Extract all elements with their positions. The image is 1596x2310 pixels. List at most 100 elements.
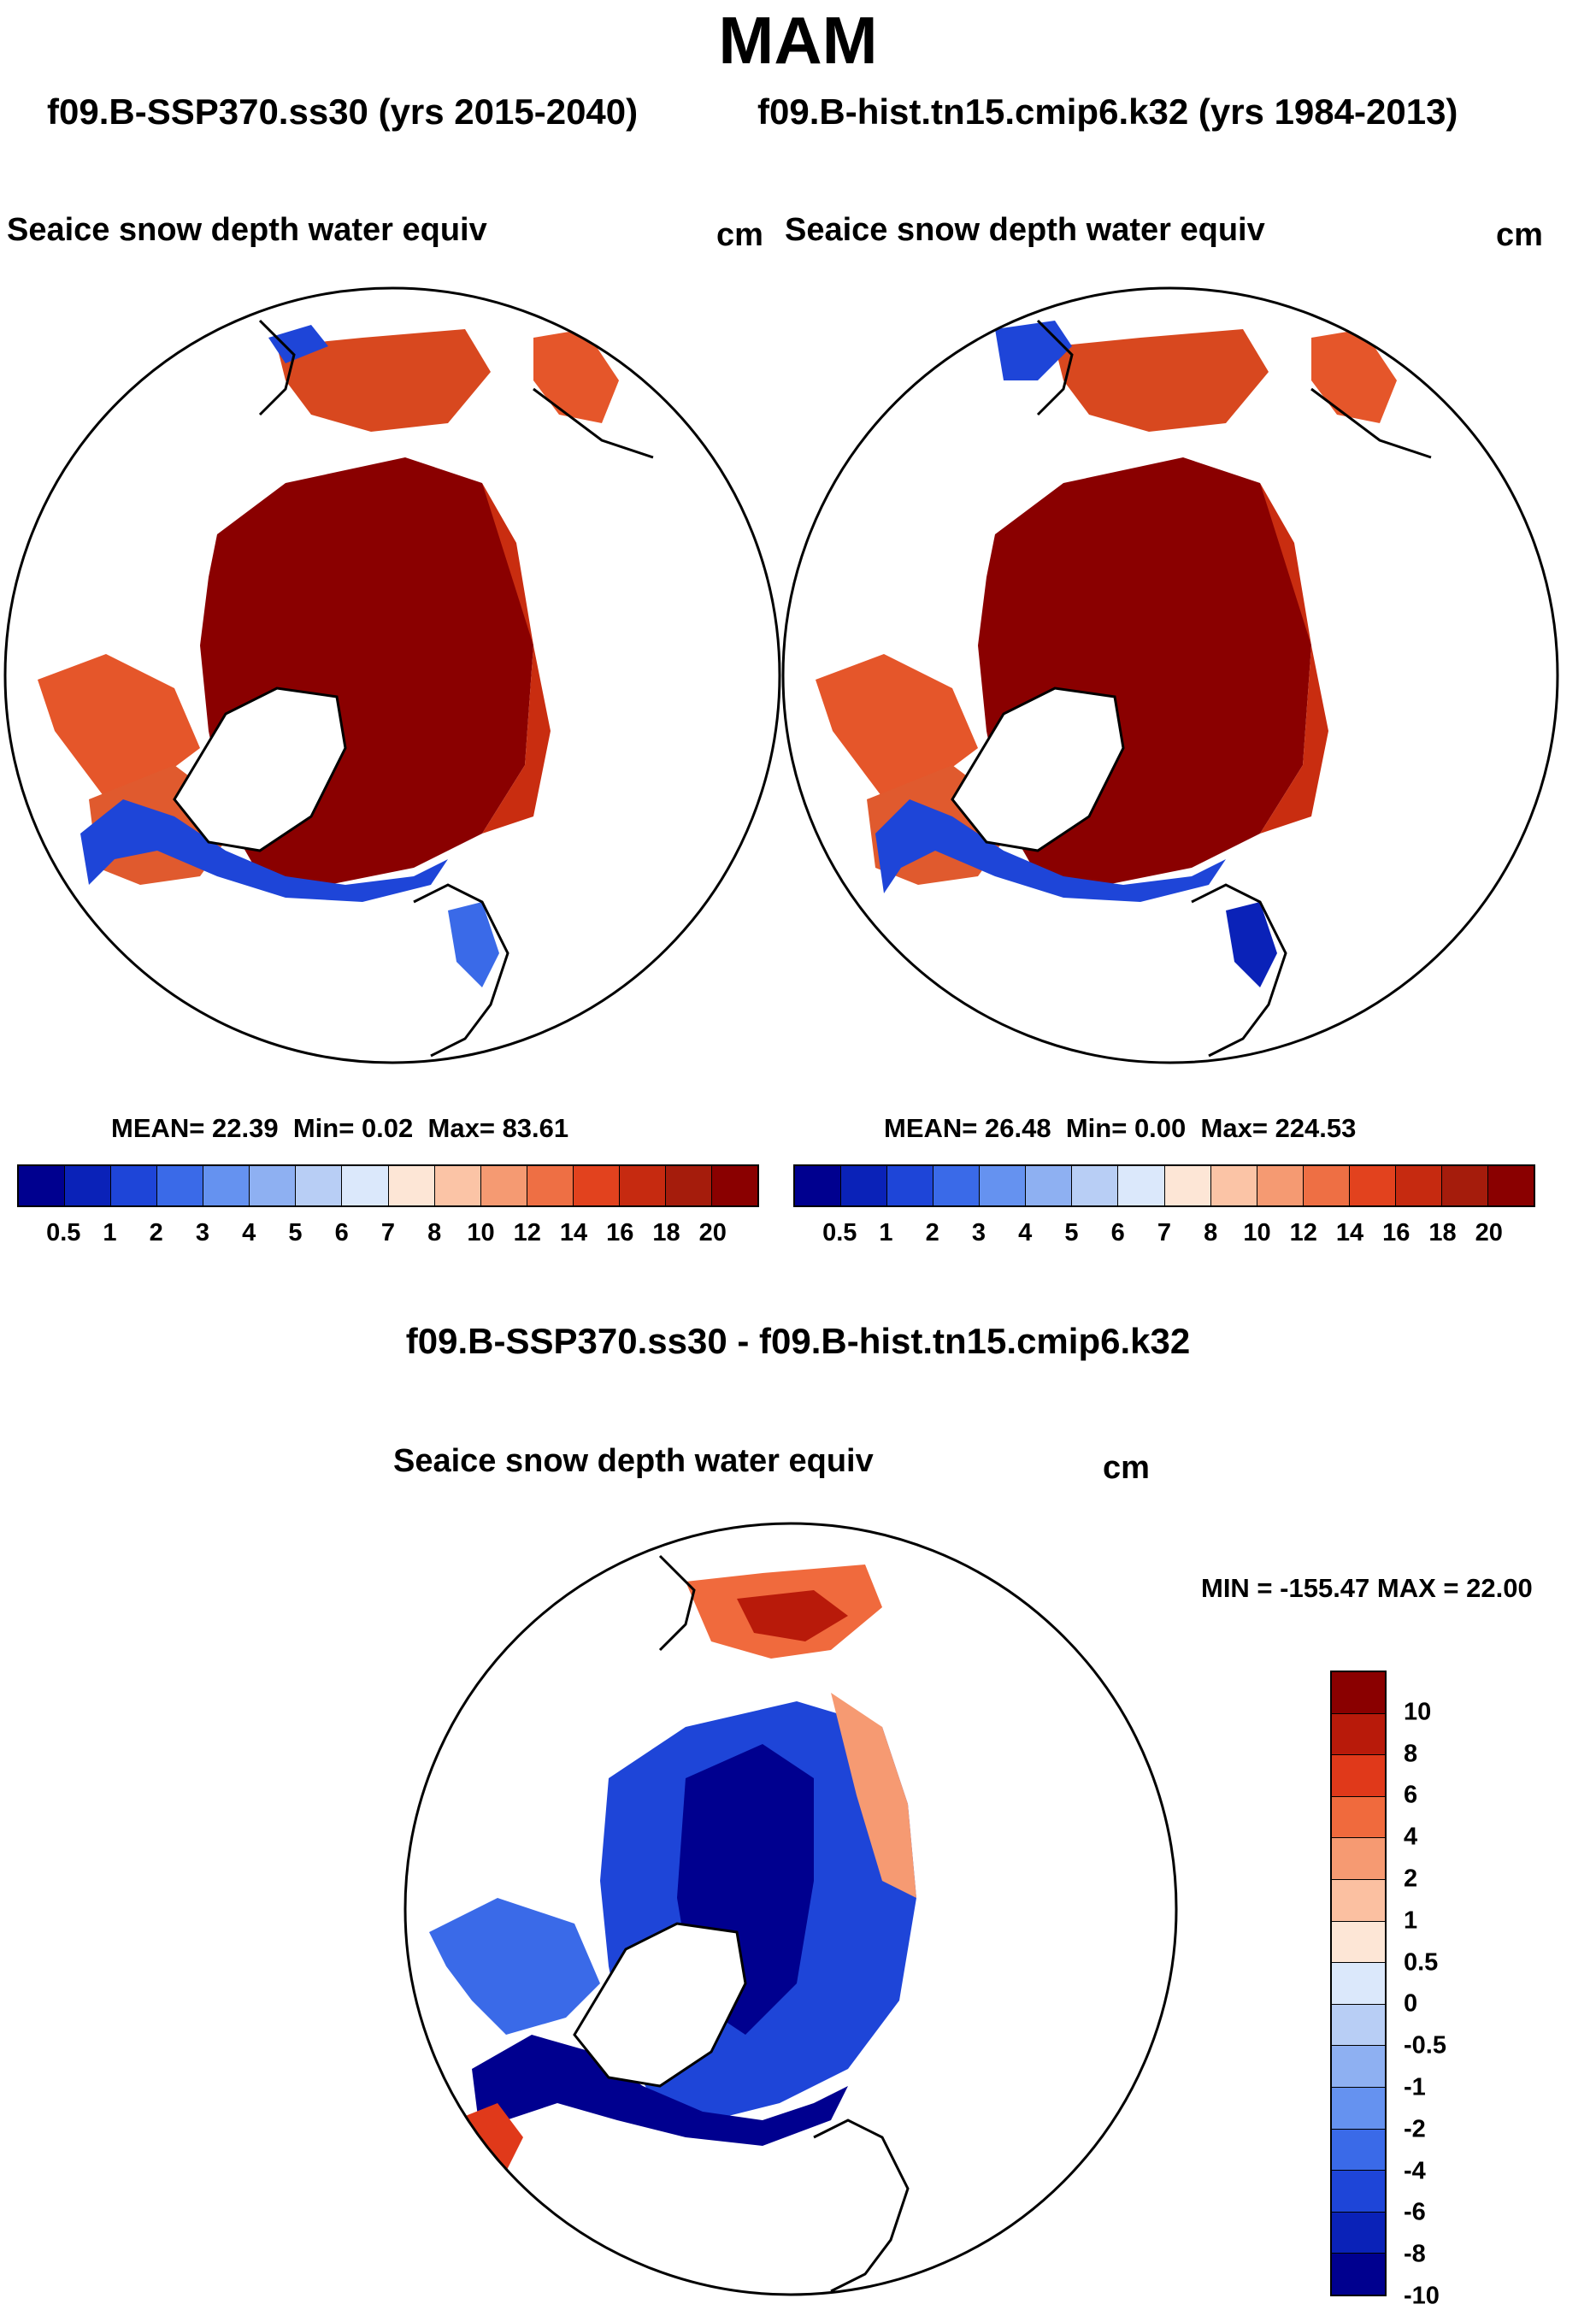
colorbar-tick-label: 20 — [699, 1221, 727, 1246]
colorbar-box — [712, 1166, 757, 1205]
colorbar-tick-label: 12 — [514, 1221, 541, 1246]
panel2-mean-label: MEAN= — [884, 1113, 977, 1143]
colorbar-box — [389, 1166, 435, 1205]
colorbar-box — [1332, 1797, 1385, 1839]
panel2-units: cm — [1496, 219, 1543, 251]
map-panel-ssp370 — [3, 286, 781, 1064]
difference-title: f09.B-SSP370.ss30 - f09.B-hist.tn15.cmip… — [0, 1323, 1596, 1359]
colorbar-tick-label: 2 — [150, 1221, 163, 1246]
colorbar-tick-label: 8 — [427, 1221, 441, 1246]
colorbar-box — [1332, 1838, 1385, 1880]
colorbar-tick-label: 8 — [1204, 1221, 1217, 1246]
colorbar-box — [1332, 2171, 1385, 2213]
colorbar-tick-label: 2 — [1404, 1867, 1417, 1892]
panel1-min-value: 0.02 — [362, 1113, 413, 1143]
colorbar-tick-label: 8 — [1404, 1741, 1417, 1766]
diff-variable-title: Seaice snow depth water equiv — [393, 1445, 874, 1477]
colorbar-tick-label: 3 — [196, 1221, 209, 1246]
colorbar-tick-label: 7 — [1157, 1221, 1171, 1246]
colorbar-box — [1332, 2005, 1385, 2047]
colorbar-tick-label: 7 — [381, 1221, 395, 1246]
colorbar-box — [1118, 1166, 1164, 1205]
colorbar-box — [1332, 1963, 1385, 2005]
case-title-right: f09.B-hist.tn15.cmip6.k32 (yrs 1984-2013… — [757, 94, 1458, 130]
colorbar-tick-label: -8 — [1404, 2242, 1426, 2267]
colorbar-tick-label: 6 — [1404, 1783, 1417, 1808]
colorbar-box — [296, 1166, 342, 1205]
colorbar-tick-label: -0.5 — [1404, 2034, 1446, 2059]
colorbar-tick-label: 12 — [1290, 1221, 1317, 1246]
colorbar-box — [435, 1166, 481, 1205]
colorbar-box — [65, 1166, 111, 1205]
colorbar-box — [1332, 1714, 1385, 1756]
colorbar-box — [1257, 1166, 1304, 1205]
panel1-stats: MEAN= 22.39 Min= 0.02 Max= 83.61 — [111, 1115, 568, 1141]
colorbar-tick-label: 4 — [242, 1221, 256, 1246]
colorbar-box — [841, 1166, 887, 1205]
colorbar-box — [1332, 2088, 1385, 2130]
colorbar-tick-label: 4 — [1404, 1825, 1417, 1850]
case-title-left: f09.B-SSP370.ss30 (yrs 2015-2040) — [47, 94, 638, 130]
colorbar-box — [1332, 2213, 1385, 2254]
panel2-stats: MEAN= 26.48 Min= 0.00 Max= 224.53 — [884, 1115, 1356, 1141]
colorbar-box — [157, 1166, 203, 1205]
colorbar-tick-label: 0 — [1404, 1992, 1417, 2017]
panel2-min-label: Min= — [1066, 1113, 1127, 1143]
panel1-units: cm — [716, 219, 763, 251]
colorbar-box — [481, 1166, 527, 1205]
colorbar-box — [250, 1166, 296, 1205]
colorbar-box — [1332, 2046, 1385, 2088]
colorbar-box — [1304, 1166, 1350, 1205]
panel2-max-label: Max= — [1201, 1113, 1268, 1143]
panel1-min-label: Min= — [293, 1113, 354, 1143]
colorbar-box — [887, 1166, 933, 1205]
colorbar-box — [980, 1166, 1026, 1205]
colorbar-tick-label: 18 — [1428, 1221, 1456, 1246]
colorbar-box — [933, 1166, 980, 1205]
colorbar-box — [1332, 1672, 1385, 1714]
colorbar-box — [1026, 1166, 1072, 1205]
panel2-max-value: 224.53 — [1275, 1113, 1357, 1143]
panel2-min-value: 0.00 — [1134, 1113, 1186, 1143]
colorbar-tick-label: 1 — [103, 1221, 116, 1246]
colorbar-box — [574, 1166, 620, 1205]
colorbar-box — [111, 1166, 157, 1205]
colorbar-tick-label: -2 — [1404, 2117, 1426, 2142]
colorbar-tick-label: 0.5 — [46, 1221, 80, 1246]
colorbar-box — [666, 1166, 712, 1205]
colorbar-box — [1165, 1166, 1211, 1205]
colorbar-tick-label: -4 — [1404, 2159, 1426, 2183]
colorbar-tick-label: 14 — [1336, 1221, 1363, 1246]
colorbar-tick-label: 3 — [972, 1221, 986, 1246]
colorbar-tick-label: 5 — [1064, 1221, 1078, 1246]
colorbar-box — [1350, 1166, 1396, 1205]
colorbar-tick-label: 1 — [879, 1221, 892, 1246]
colorbar-tick-label: 6 — [335, 1221, 349, 1246]
colorbar-tick-label: 4 — [1018, 1221, 1032, 1246]
colorbar-box — [342, 1166, 388, 1205]
colorbar-tick-label: 16 — [606, 1221, 633, 1246]
colorbar-box — [1332, 1755, 1385, 1797]
diff-min-max: MIN = -155.47 MAX = 22.00 — [1201, 1575, 1533, 1601]
panel2-variable-title: Seaice snow depth water equiv — [785, 214, 1265, 246]
colorbar-tick-label: 2 — [926, 1221, 939, 1246]
panel1-variable-title: Seaice snow depth water equiv — [7, 214, 487, 246]
colorbar-tick-label: 10 — [467, 1221, 494, 1246]
colorbar-tick-label: 14 — [560, 1221, 587, 1246]
colorbar-box — [527, 1166, 574, 1205]
figure-title: MAM — [0, 7, 1596, 74]
colorbar-box — [795, 1166, 841, 1205]
colorbar-tick-label: -10 — [1404, 2284, 1440, 2309]
colorbar-tick-label: 10 — [1243, 1221, 1270, 1246]
diff-units: cm — [1103, 1452, 1150, 1484]
colorbar-box — [1488, 1166, 1534, 1205]
panel1-mean-label: MEAN= — [111, 1113, 204, 1143]
colorbar-tick-label: 5 — [288, 1221, 302, 1246]
colorbar-tick-label: 10 — [1404, 1700, 1431, 1724]
colorbar-box — [1332, 2130, 1385, 2172]
colorbar-tick-label: 0.5 — [822, 1221, 857, 1246]
colorbar-box — [1332, 1922, 1385, 1964]
panel1-max-value: 83.61 — [503, 1113, 569, 1143]
colorbar-box — [1332, 1880, 1385, 1922]
colorbar-box — [1332, 2254, 1385, 2295]
